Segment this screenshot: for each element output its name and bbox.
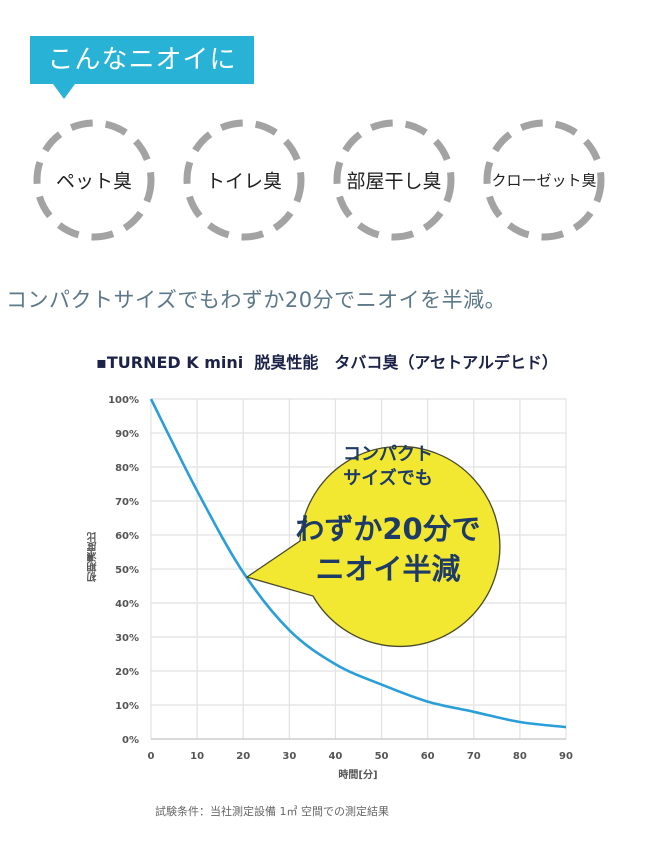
odor-toilet: トイレ臭	[182, 118, 306, 242]
y-tick-label: 80%	[115, 463, 139, 474]
odor-label: ペット臭	[55, 170, 132, 193]
y-tick-label: 70%	[115, 497, 139, 508]
x-tick-label: 70	[467, 751, 481, 762]
y-tick-label: 20%	[115, 667, 139, 678]
callout-text-big: わずか20分で ニオイ半減	[288, 509, 488, 589]
x-tick-label: 30	[282, 751, 296, 762]
chart-title: ▪TURNED K mini 脱臭性能 タバコ臭（アセトアルデヒド）	[96, 353, 558, 372]
x-tick-label: 20	[236, 751, 250, 762]
data-line	[149, 398, 567, 729]
y-tick-label: 100%	[108, 395, 139, 406]
odor-laundry: 部屋干し臭	[332, 118, 456, 242]
y-tick-label: 40%	[115, 599, 139, 610]
x-tick-label: 90	[559, 751, 573, 762]
dashed-circle-icon	[33, 119, 155, 241]
y-tick-label: 30%	[115, 633, 139, 644]
callout-line-2: サイズでも	[343, 468, 433, 489]
x-tick-label: 80	[513, 751, 527, 762]
x-tick-label: 60	[421, 751, 435, 762]
speech-bubble-icon	[245, 445, 501, 648]
x-tick-label: 10	[190, 751, 204, 762]
callout-bubble	[245, 445, 501, 648]
y-tick-label: 50%	[115, 565, 139, 576]
dashed-circle-icon	[333, 119, 455, 241]
x-axis-title: 時間[分]	[338, 768, 377, 781]
test-conditions-note: 試験条件：当社測定設備 1㎥ 空間での測定結果	[155, 805, 389, 818]
y-tick-label: 60%	[115, 531, 139, 542]
odor-label: 部屋干し臭	[346, 170, 442, 193]
callout-text-small: コンパクト サイズでも	[288, 443, 488, 491]
y-tick-label: 10%	[115, 701, 139, 712]
tag-pointer	[53, 84, 75, 99]
odor-types-tag-label: こんなニオイに	[47, 45, 237, 75]
odor-types-tag: こんなニオイに	[30, 36, 254, 84]
y-tick-label: 0%	[122, 735, 139, 746]
odor-closet: クローゼット臭	[482, 118, 606, 242]
x-tick-label: 0	[148, 751, 155, 762]
y-axis-title: 初期濃度比	[88, 532, 99, 582]
x-tick-label: 50	[375, 751, 389, 762]
y-tick-label: 90%	[115, 429, 139, 440]
headline: コンパクトサイズでもわずか20分でニオイを半減。	[6, 288, 507, 312]
callout-line-1: コンパクト	[343, 444, 433, 465]
x-tick-label: 40	[328, 751, 342, 762]
odor-label: クローゼット臭	[491, 171, 597, 190]
odor-pet: ペット臭	[32, 118, 156, 242]
callout-line-3: わずか20分で	[295, 512, 481, 546]
dashed-circle-icon	[183, 119, 305, 241]
y-tick-labels: 0% 10% 20% 30% 40% 50% 60% 70% 80% 90% 100%	[108, 395, 139, 746]
x-tick-labels: 0 10 20 30 40 50 60 70 80 90	[148, 751, 573, 762]
odor-label: トイレ臭	[205, 170, 282, 193]
callout-line-4: ニオイ半減	[315, 552, 461, 586]
dashed-circle-icon	[483, 119, 605, 241]
